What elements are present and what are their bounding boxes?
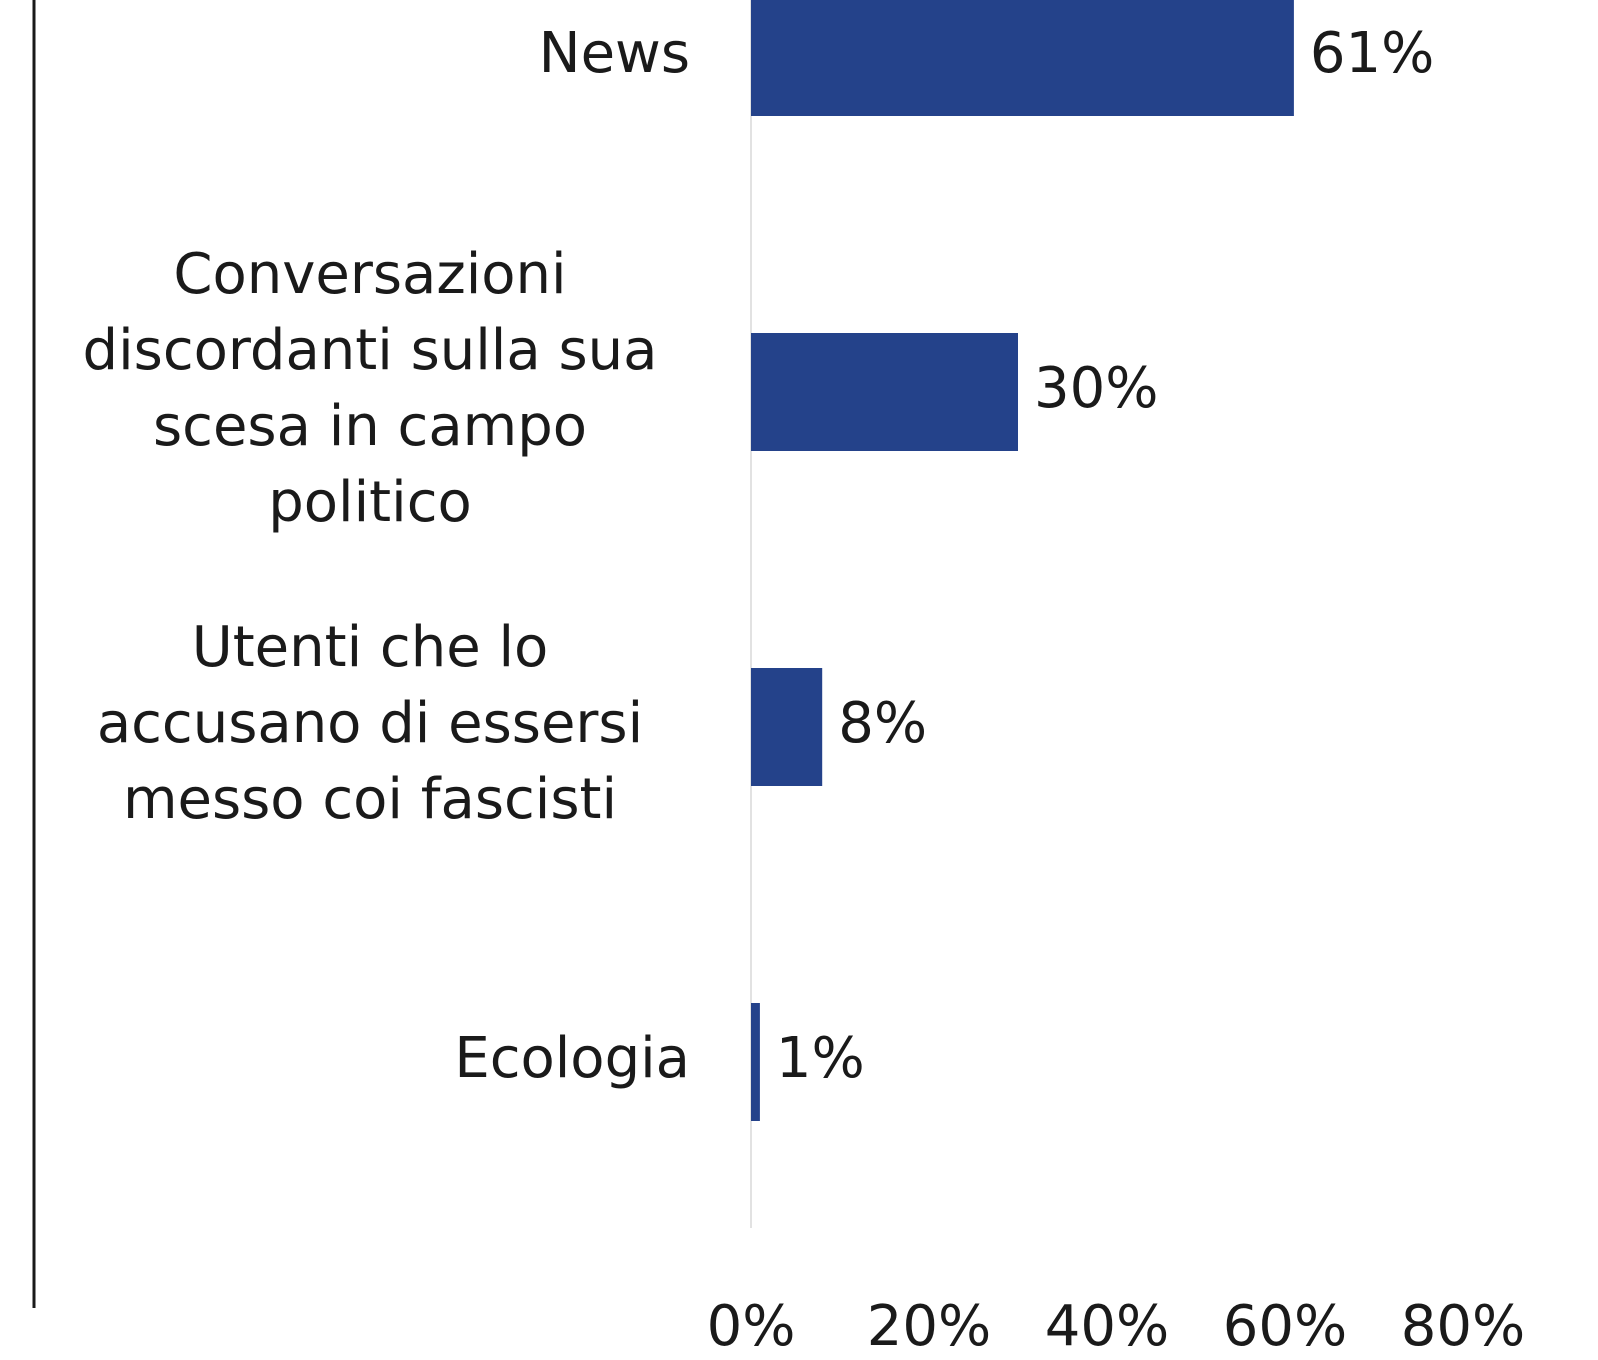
- category-labels: News Conversazioni discordanti sulla sua sc…: [83, 21, 690, 1091]
- bar-1: [751, 333, 1018, 451]
- category-label-2-line-2: messo coi fascisti: [123, 767, 617, 832]
- value-label-2: 8%: [838, 691, 927, 756]
- bar-0: [751, 0, 1294, 116]
- category-label-1-line-1: discordanti sulla sua: [83, 318, 658, 383]
- category-label-3: Ecologia: [454, 1026, 690, 1091]
- category-label-0: News: [539, 21, 690, 86]
- category-label-3-line-0: Ecologia: [454, 1026, 690, 1091]
- category-label-1-line-0: Conversazioni: [173, 242, 566, 307]
- value-label-1: 30%: [1034, 356, 1158, 421]
- x-tick-label-3: 60%: [1223, 1294, 1347, 1359]
- x-axis-ticks: 0% 20% 40% 60% 80%: [707, 1294, 1526, 1359]
- category-label-2: Utenti che lo accusano di essersi messo co…: [97, 615, 643, 832]
- value-label-3: 1%: [776, 1026, 865, 1091]
- category-label-0-line-0: News: [539, 21, 690, 86]
- bar-2: [751, 668, 823, 786]
- category-label-1: Conversazioni discordanti sulla sua scesa …: [83, 242, 658, 535]
- x-tick-label-2: 40%: [1045, 1294, 1169, 1359]
- x-tick-label-4: 80%: [1401, 1294, 1525, 1359]
- category-label-1-line-3: politico: [268, 470, 472, 535]
- bars-layer: [751, 0, 1294, 1121]
- category-label-2-line-0: Utenti che lo: [192, 615, 549, 680]
- category-label-1-line-2: scesa in campo: [153, 394, 587, 459]
- value-labels: 61% 30% 8% 1%: [776, 21, 1434, 1091]
- bar-3: [751, 1003, 760, 1121]
- x-tick-label-0: 0%: [707, 1294, 796, 1359]
- category-label-2-line-1: accusano di essersi: [97, 691, 643, 756]
- x-tick-label-1: 20%: [867, 1294, 991, 1359]
- value-label-0: 61%: [1310, 21, 1434, 86]
